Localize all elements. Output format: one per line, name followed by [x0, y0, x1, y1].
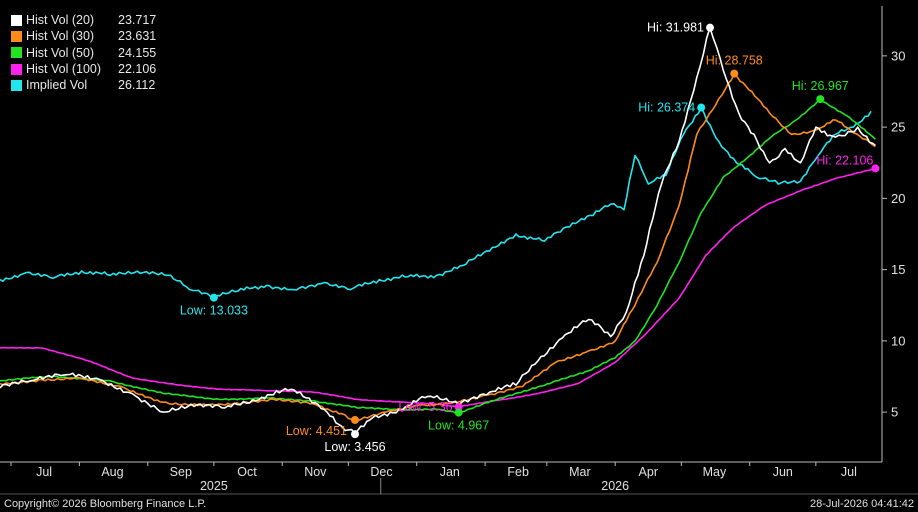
legend-value: 24.155 — [118, 45, 157, 60]
x-tick-label: Jun — [773, 465, 793, 479]
x-tick-label: Jan — [440, 465, 460, 479]
y-tick-label: 5 — [891, 405, 898, 420]
legend-item: Hist Vol (100) 22.106 — [11, 61, 156, 77]
legend-value: 23.717 — [118, 13, 157, 27]
timestamp-text: 28-Jul-2026 04:41:42 — [810, 498, 914, 510]
extreme-label: Hi: 31.981 — [647, 21, 704, 35]
x-tick-label: Oct — [237, 465, 257, 479]
extreme-label: Low: 13.033 — [180, 304, 248, 318]
y-tick-label: 20 — [891, 191, 905, 206]
y-tick-label: 10 — [891, 333, 905, 348]
extreme-label: Hi: 22.106 — [816, 153, 873, 167]
x-tick-label: Jul — [36, 465, 52, 479]
x-tick-label: Dec — [370, 465, 392, 479]
series-line — [0, 98, 876, 414]
series-line — [0, 106, 872, 299]
legend-value: 22.106 — [118, 61, 157, 76]
extreme-marker — [871, 164, 880, 173]
extreme-marker — [209, 293, 218, 302]
x-tick-label: Sep — [170, 465, 192, 479]
y-tick-label: 15 — [891, 262, 905, 277]
legend-label: Hist Vol (100) — [26, 61, 102, 76]
legend-label: Hist Vol (30) — [26, 29, 95, 44]
legend-item: Hist Vol (30) 23.631 — [11, 28, 156, 44]
legend-item: Implied Vol 26.112 — [11, 77, 156, 93]
extreme-label: Hi: 26.374 — [638, 101, 695, 115]
extreme-label: Low: 4.967 — [428, 419, 489, 433]
y-tick-label: 30 — [891, 48, 905, 63]
series-line — [0, 167, 876, 408]
series-line — [0, 26, 876, 435]
extreme-marker — [697, 103, 706, 112]
legend-label: Hist Vol (50) — [26, 45, 95, 60]
legend-swatch — [11, 79, 22, 91]
legend-swatch — [11, 14, 22, 26]
x-tick-label: Feb — [507, 465, 529, 479]
legend-item: Hist Vol (20) 23.717 — [11, 12, 156, 28]
series-line — [0, 72, 876, 422]
x-tick-label: Apr — [639, 465, 658, 479]
extreme-label: Low: 5.36 — [398, 400, 452, 414]
legend-swatch — [11, 30, 22, 42]
extreme-marker — [454, 402, 463, 411]
extreme-marker — [351, 415, 360, 424]
legend-swatch — [11, 47, 22, 59]
y-tick-label: 25 — [891, 120, 905, 135]
x-tick-label: Mar — [569, 465, 591, 479]
legend-label: Implied Vol — [26, 78, 88, 93]
x-tick-label: Nov — [304, 465, 327, 479]
extreme-marker — [730, 69, 739, 78]
legend-label: Hist Vol (20) — [26, 13, 95, 27]
legend-value: 23.631 — [118, 29, 157, 44]
legend-value: 26.112 — [118, 78, 156, 93]
x-tick-label: May — [703, 465, 727, 479]
extreme-label: Low: 3.456 — [324, 440, 385, 454]
extreme-marker — [706, 23, 715, 32]
x-tick-label: Aug — [101, 465, 123, 479]
extreme-label: Low: 4.451 — [286, 424, 347, 438]
legend-item: Hist Vol (50) 24.155 — [11, 45, 156, 61]
x-year-label: 2025 — [200, 479, 228, 493]
x-year-label: 2026 — [601, 479, 629, 493]
extreme-marker — [351, 430, 360, 439]
legend-swatch — [11, 63, 22, 75]
extreme-marker — [816, 95, 825, 104]
x-tick-label: Jul — [841, 465, 857, 479]
extreme-label: Hi: 28.758 — [706, 54, 763, 68]
extreme-marker — [454, 408, 463, 417]
extreme-label: Hi: 26.967 — [792, 79, 849, 93]
legend: Hist Vol (20) 23.717 Hist Vol (30) 23.63… — [7, 10, 161, 97]
copyright-text: Copyright© 2026 Bloomberg Finance L.P. — [4, 498, 207, 510]
